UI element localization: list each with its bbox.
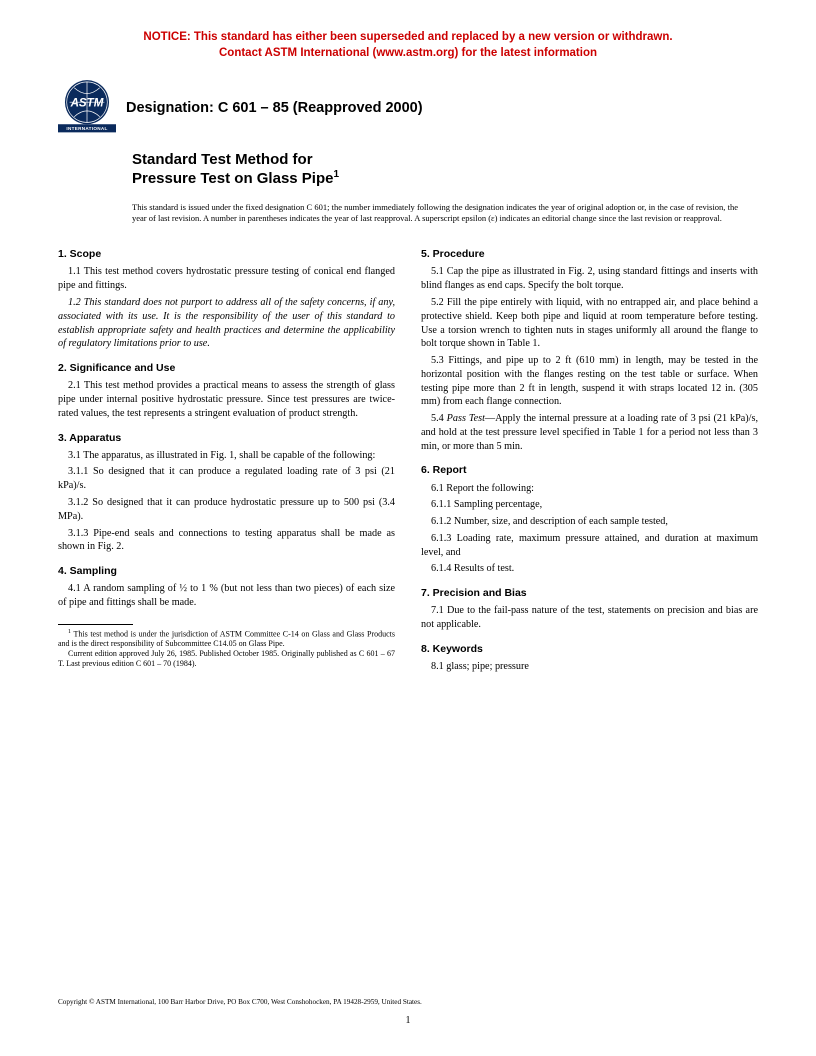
para-1-2-text: 1.2 This standard does not purport to ad… — [58, 297, 395, 349]
title-line-2: Pressure Test on Glass Pipe1 — [132, 169, 758, 188]
footnote-1: 1 This test method is under the jurisdic… — [58, 629, 395, 650]
para-4-1: 4.1 A random sampling of ½ to 1 % (but n… — [58, 582, 395, 610]
notice-line-2: Contact ASTM International (www.astm.org… — [219, 47, 597, 59]
title-block: Standard Test Method for Pressure Test o… — [132, 151, 758, 188]
footnote-1-text: This test method is under the jurisdicti… — [58, 629, 395, 648]
astm-logo-icon: ASTM INTERNATIONAL — [58, 79, 116, 137]
title-superscript: 1 — [333, 169, 339, 180]
para-3-1-1: 3.1.1 So designed that it can produce a … — [58, 465, 395, 493]
right-column: 5. Procedure 5.1 Cap the pipe as illustr… — [421, 247, 758, 677]
section-6-heading: 6. Report — [421, 463, 758, 477]
section-7-heading: 7. Precision and Bias — [421, 586, 758, 600]
para-5-4: 5.4 Pass Test—Apply the internal pressur… — [421, 412, 758, 453]
para-6-1-1: 6.1.1 Sampling percentage, — [421, 498, 758, 512]
section-3-heading: 3. Apparatus — [58, 431, 395, 445]
section-2-heading: 2. Significance and Use — [58, 361, 395, 375]
para-5-2: 5.2 Fill the pipe entirely with liquid, … — [421, 296, 758, 351]
svg-text:ASTM: ASTM — [70, 96, 104, 109]
notice-line-1: NOTICE: This standard has either been su… — [143, 31, 672, 43]
copyright-line: Copyright © ASTM International, 100 Barr… — [58, 998, 422, 1006]
para-5-4-label: Pass Test — [447, 413, 485, 424]
footnote-rule — [58, 624, 133, 625]
issuance-note: This standard is issued under the fixed … — [132, 202, 738, 223]
header-row: ASTM INTERNATIONAL Designation: C 601 – … — [58, 79, 758, 137]
para-6-1-4: 6.1.4 Results of test. — [421, 562, 758, 576]
para-7-1: 7.1 Due to the fail-pass nature of the t… — [421, 604, 758, 632]
para-5-4-num: 5.4 — [431, 413, 447, 424]
para-8-1: 8.1 glass; pipe; pressure — [421, 660, 758, 674]
body-columns: 1. Scope 1.1 This test method covers hyd… — [58, 247, 758, 677]
title-line-1: Standard Test Method for — [132, 151, 758, 169]
para-5-1: 5.1 Cap the pipe as illustrated in Fig. … — [421, 265, 758, 293]
para-3-1-3: 3.1.3 Pipe-end seals and connections to … — [58, 527, 395, 555]
para-5-3: 5.3 Fittings, and pipe up to 2 ft (610 m… — [421, 354, 758, 409]
title-line-2-text: Pressure Test on Glass Pipe — [132, 170, 333, 187]
svg-text:INTERNATIONAL: INTERNATIONAL — [66, 126, 107, 131]
para-3-1-2: 3.1.2 So designed that it can produce hy… — [58, 496, 395, 524]
notice-banner: NOTICE: This standard has either been su… — [58, 0, 758, 61]
section-5-heading: 5. Procedure — [421, 247, 758, 261]
para-6-1-2: 6.1.2 Number, size, and description of e… — [421, 515, 758, 529]
footnote-2: Current edition approved July 26, 1985. … — [58, 649, 395, 669]
para-3-1: 3.1 The apparatus, as illustrated in Fig… — [58, 449, 395, 463]
designation-text: Designation: C 601 – 85 (Reapproved 2000… — [126, 100, 423, 116]
para-2-1: 2.1 This test method provides a practica… — [58, 379, 395, 420]
para-6-1-3: 6.1.3 Loading rate, maximum pressure att… — [421, 532, 758, 560]
left-column: 1. Scope 1.1 This test method covers hyd… — [58, 247, 395, 677]
section-4-heading: 4. Sampling — [58, 564, 395, 578]
section-8-heading: 8. Keywords — [421, 642, 758, 656]
para-1-1: 1.1 This test method covers hydrostatic … — [58, 265, 395, 293]
section-1-heading: 1. Scope — [58, 247, 395, 261]
page-number: 1 — [0, 1015, 816, 1026]
para-6-1: 6.1 Report the following: — [421, 482, 758, 496]
para-1-2: 1.2 This standard does not purport to ad… — [58, 296, 395, 351]
